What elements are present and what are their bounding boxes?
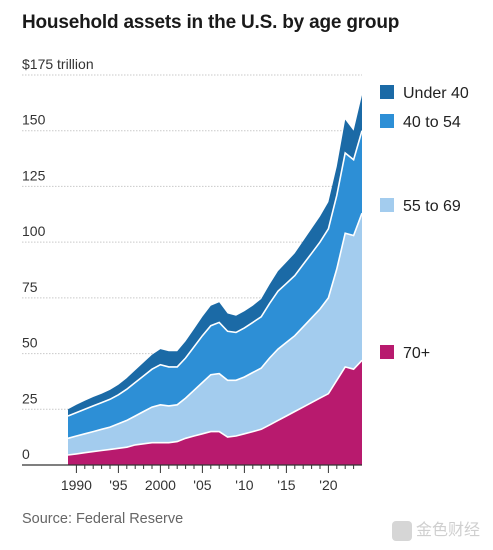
y-tick-label: 25 [22,390,38,406]
x-tick-label: 2000 [145,477,176,493]
x-tick-label: '15 [277,477,295,493]
x-tick-label: 1990 [61,477,92,493]
x-axis: 1990 '95 2000 '05 '10 '15 '20 [22,464,362,493]
x-tick-label: '95 [109,477,127,493]
legend: Under 40 40 to 54 55 to 69 70+ [380,85,469,362]
watermark-text: 金色财经 [416,522,481,539]
y-tick-label: 100 [22,223,46,239]
legend-swatch [380,114,394,128]
y-axis-unit-label: $175 trillion [22,56,94,72]
legend-label: 70+ [403,345,430,362]
watermark: 金色财经 [392,516,480,541]
x-tick-label: '10 [235,477,253,493]
area-70- [68,360,362,465]
legend-swatch [380,345,394,359]
band-separator [67,359,363,456]
legend-label: 40 to 54 [403,114,461,131]
y-axis-ticks: 150 125 100 75 50 25 0 [22,112,46,462]
x-tick-label: '20 [319,477,337,493]
y-tick-label: 75 [22,279,38,295]
legend-label: Under 40 [403,85,469,102]
source-note: Source: Federal Reserve [22,511,184,527]
area-under-40 [68,95,362,416]
x-tick-label: '05 [193,477,211,493]
area-40-to-54 [68,130,362,439]
y-tick-label: 50 [22,335,38,351]
y-tick-label: 0 [22,446,30,462]
area-55-to-69 [68,213,362,455]
y-tick-label: 150 [22,112,46,128]
band-separator [67,212,363,440]
legend-label: 55 to 69 [403,198,461,215]
stacked-areas [67,95,363,465]
y-tick-label: 125 [22,167,46,183]
watermark-logo-icon [392,520,412,541]
chart-title: Household assets in the U.S. by age grou… [22,12,400,33]
legend-swatch [380,198,394,212]
band-separator [67,130,363,417]
legend-swatch [380,85,394,99]
